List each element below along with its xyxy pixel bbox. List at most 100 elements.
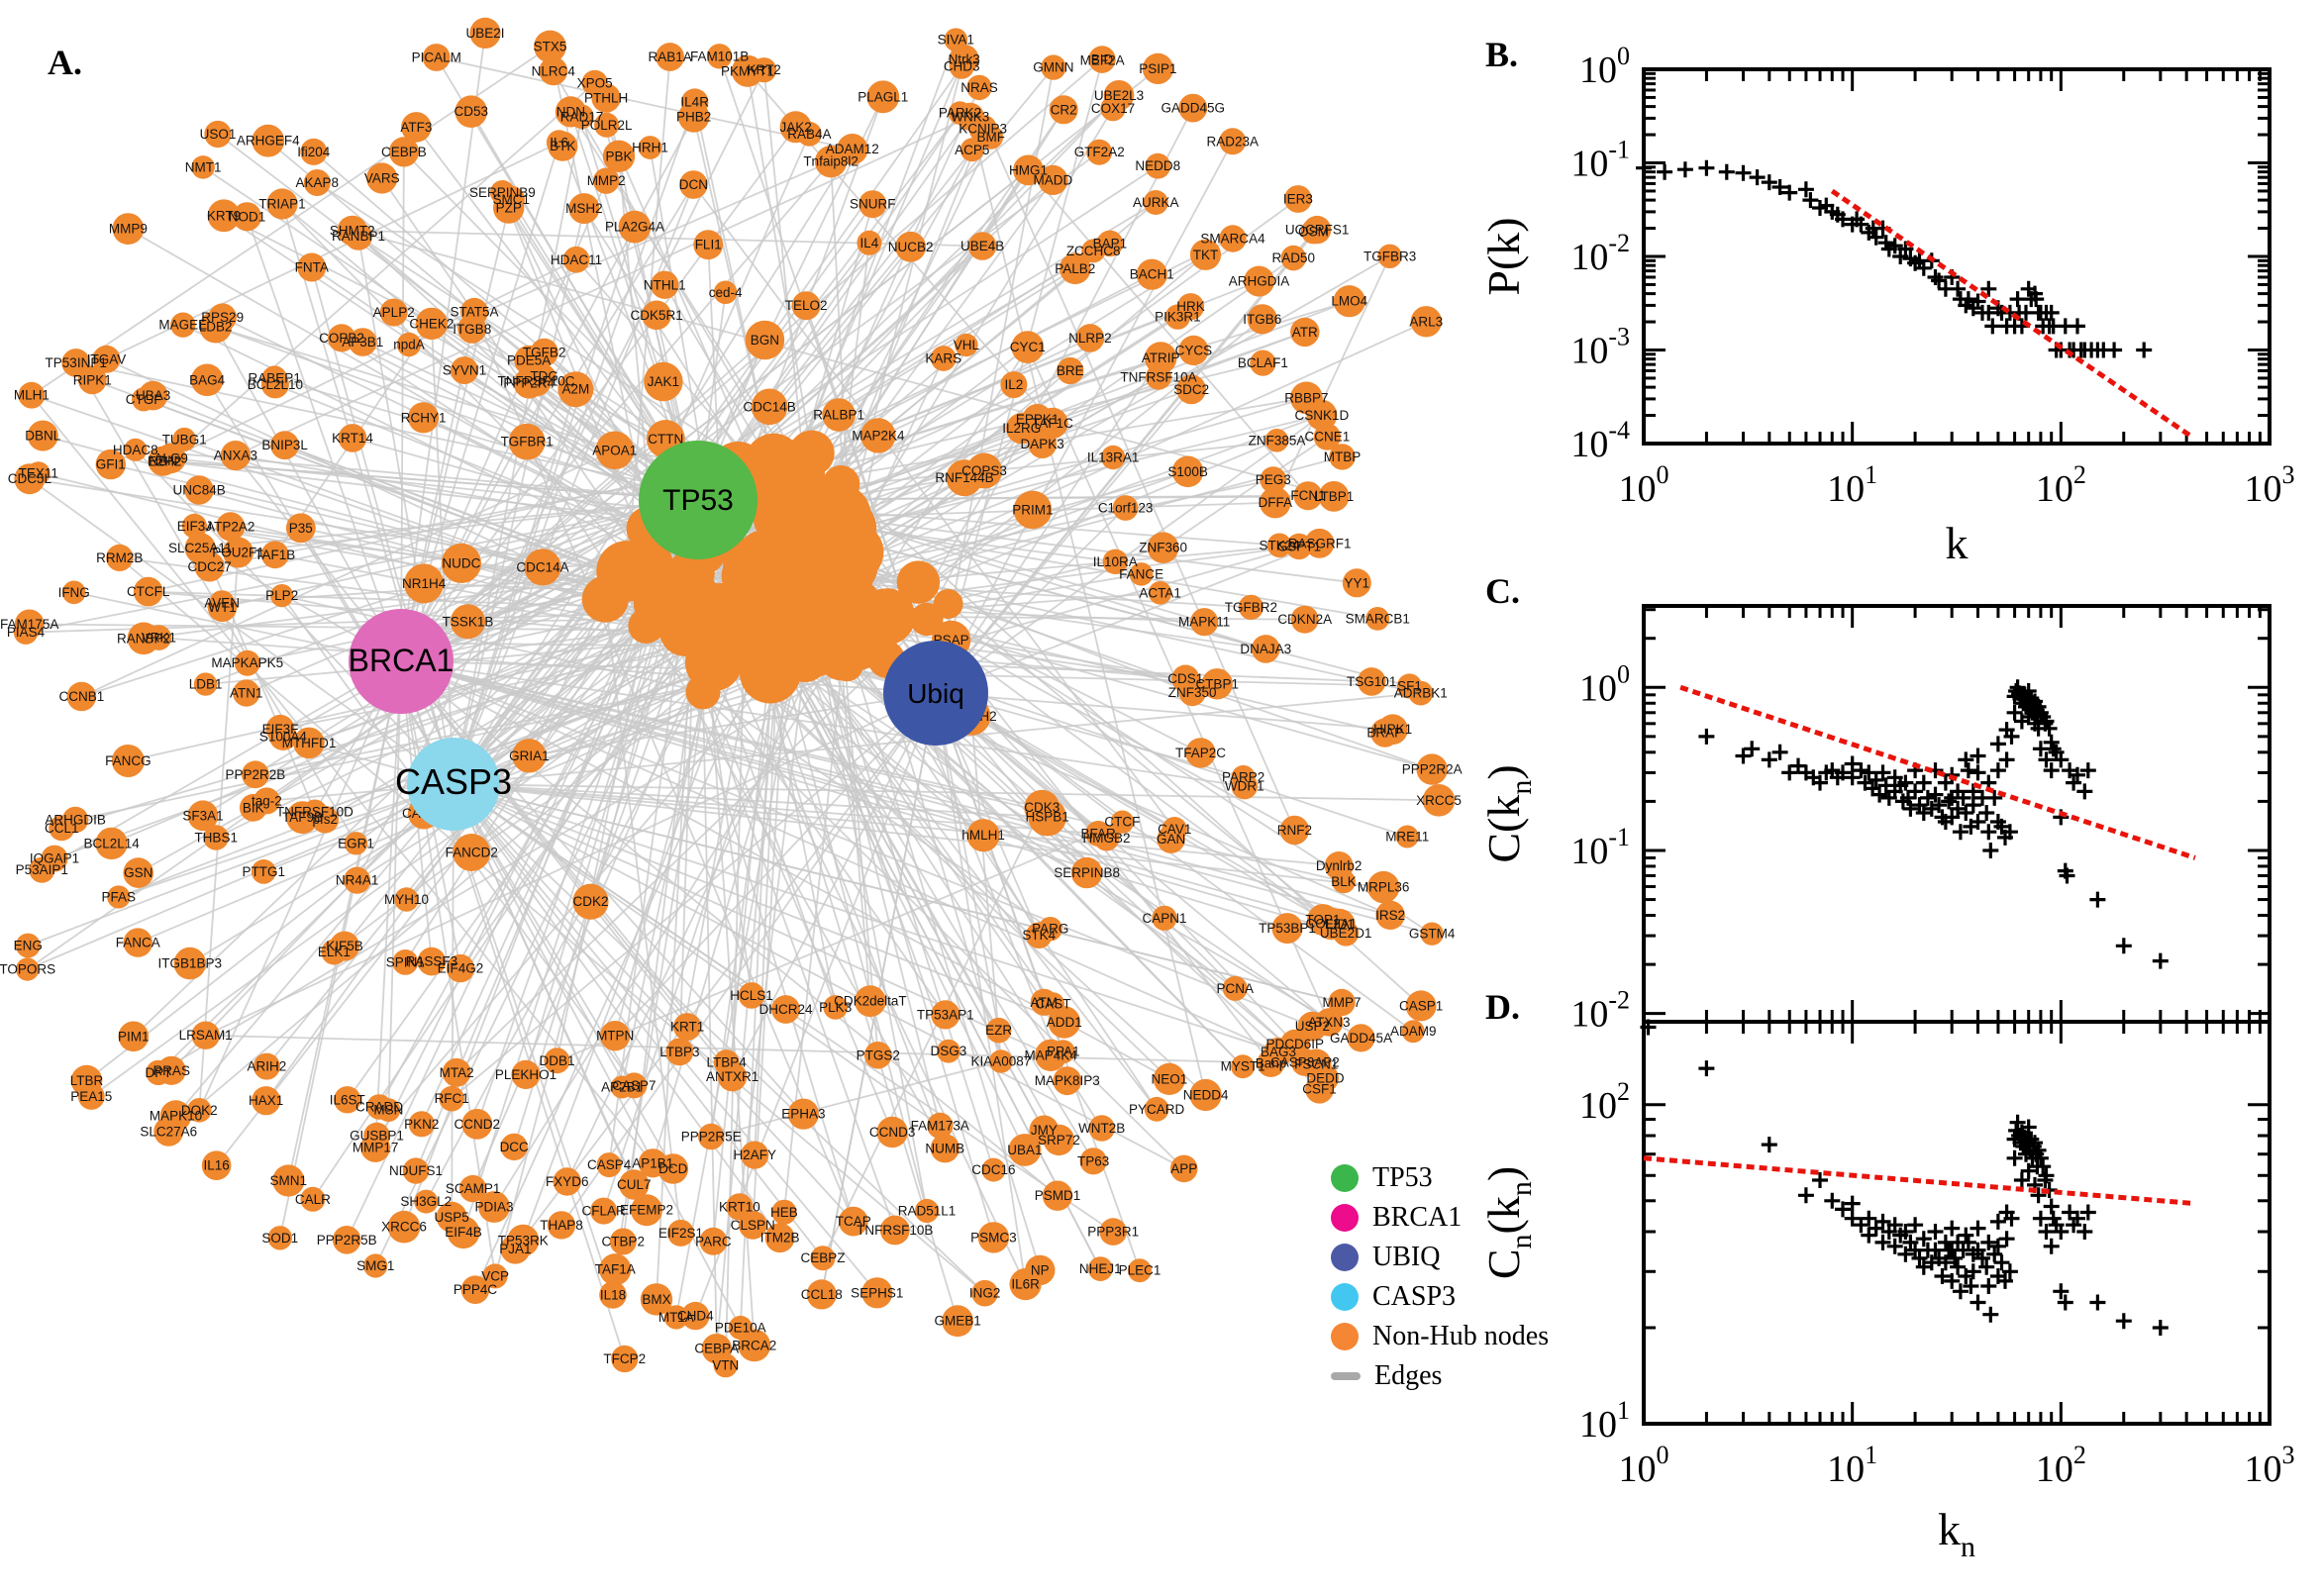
node-label: GSTM4: [1409, 927, 1456, 942]
network-graph: MAGEE CDC14A DHCR24 TP53RK KIAA0087 THAP8 CDC1…: [0, 17, 1463, 1378]
network-node: [460, 297, 488, 326]
node-label: AKAP8: [296, 175, 340, 190]
network-core-cluster: [581, 430, 963, 710]
node-label: SRP72: [1038, 1133, 1080, 1147]
node-label: DSG3: [931, 1044, 967, 1058]
node-label: MYH10: [384, 892, 429, 907]
network-node: [1144, 342, 1177, 374]
node-label: NUMB: [925, 1141, 964, 1155]
node-label: RASSF3: [406, 954, 458, 969]
node-label: MSN: [373, 1103, 403, 1118]
node-label: Ntrk3: [949, 52, 980, 67]
network-node: [1013, 154, 1044, 186]
network-node: [172, 427, 197, 451]
node-label: TFCP2: [603, 1351, 646, 1366]
node-label: ACTA1: [1139, 585, 1181, 600]
node-label: DNAJA3: [1240, 642, 1291, 656]
node-label: CDKN2A: [1277, 612, 1332, 627]
node-label: TP53BP1: [1259, 921, 1316, 936]
svg-text:10-2: 10-2: [1570, 986, 1630, 1036]
network-node: [1231, 1054, 1256, 1079]
network-node: [771, 995, 800, 1024]
node-label: ARIH2: [248, 1059, 287, 1074]
node-label: CCL1: [45, 821, 79, 836]
network-node: [1260, 486, 1291, 519]
node-label: TUBG1: [162, 432, 207, 447]
node-label: GAN: [1157, 832, 1185, 847]
node-label: NHEJ1: [1079, 1261, 1122, 1276]
network-node: [1049, 95, 1078, 125]
node-label: UBE2I: [465, 26, 504, 41]
network-node: [414, 1189, 439, 1214]
network-node: [223, 537, 253, 568]
node-label: CDC27: [187, 559, 231, 574]
network-node: [895, 231, 926, 262]
node-label: BTK: [550, 139, 575, 153]
legend-item-non-hub-nodes: Non-Hub nodes: [1331, 1321, 1549, 1352]
node-label: NDN: [556, 104, 585, 119]
tick-labels: 100 10-1 10-2: [1570, 659, 1630, 1035]
node-label: CTCFL: [127, 584, 170, 599]
node-label: GRIA1: [509, 748, 550, 763]
node-label: PPP2R4: [503, 376, 555, 391]
node-label: PLEKHO1: [495, 1067, 556, 1082]
network-node: [944, 28, 968, 51]
node-label: RAD23A: [1207, 134, 1260, 149]
node-label: EZH2: [148, 454, 182, 469]
node-label: FXYD6: [546, 1174, 589, 1189]
network-node: [1008, 1134, 1042, 1166]
node-label: JAK2: [779, 120, 811, 135]
node-label: MAGEE: [158, 318, 207, 333]
node-label: UBE2L3: [1094, 88, 1144, 103]
network-node: [1329, 444, 1356, 470]
network-node: [447, 1216, 480, 1249]
node-label: CTBP2: [602, 1235, 646, 1249]
node-label: NTHL1: [644, 277, 686, 292]
node-label: PLEC1: [1119, 1263, 1162, 1278]
node-label: C1orf123: [1098, 501, 1154, 516]
node-label: XRCC6: [381, 1220, 427, 1235]
node-label: CTGF: [126, 392, 162, 407]
node-label: HCLS1: [730, 988, 773, 1003]
node-label: RANBP2: [117, 631, 170, 646]
network-node: [270, 584, 294, 608]
node-label: DFFA: [1259, 495, 1293, 510]
node-label: LDB2: [199, 320, 233, 335]
node-label: LMO4: [1331, 294, 1367, 309]
network-node: [738, 982, 765, 1009]
node-label: CHEK2: [409, 316, 454, 331]
network-node: [127, 622, 160, 655]
network-node: [77, 365, 107, 395]
node-label: KIF5B: [326, 939, 363, 953]
node-label: APP: [1170, 1161, 1197, 1176]
hub-label-tp53: TP53: [662, 484, 734, 517]
node-label: GTF2A2: [1074, 145, 1125, 159]
network-node: [771, 1199, 797, 1225]
axis-ticks: [1644, 1022, 2270, 1424]
network-node: [1103, 80, 1135, 111]
network-node: [713, 280, 738, 305]
network-node: [344, 832, 368, 855]
node-label: FANCA: [116, 936, 160, 950]
node-label: XPO5: [577, 75, 613, 90]
svg-text:10-3: 10-3: [1570, 323, 1630, 372]
node-label: PEG3: [1256, 472, 1291, 487]
svg-text:P(k): P(k): [1478, 217, 1529, 295]
node-label: HDAC8: [113, 443, 158, 457]
network-node: [741, 1141, 769, 1169]
node-label: WNK3: [951, 109, 989, 124]
node-label: CASP7: [612, 1078, 656, 1093]
node-label: STX5: [534, 40, 567, 54]
network-node: [1038, 917, 1062, 942]
node-label: CYCS: [1175, 343, 1213, 357]
network-node: [738, 1329, 771, 1362]
node-label: TNFRSF10A: [1120, 369, 1196, 384]
network-node: [1079, 1147, 1107, 1175]
node-label: ELK1: [318, 945, 351, 959]
node-swatch-icon: [1331, 1164, 1359, 1192]
network-node: [233, 679, 260, 707]
node-label: IL6R: [1011, 1277, 1040, 1292]
network-node: [1367, 870, 1400, 904]
network-node: [77, 1083, 105, 1110]
